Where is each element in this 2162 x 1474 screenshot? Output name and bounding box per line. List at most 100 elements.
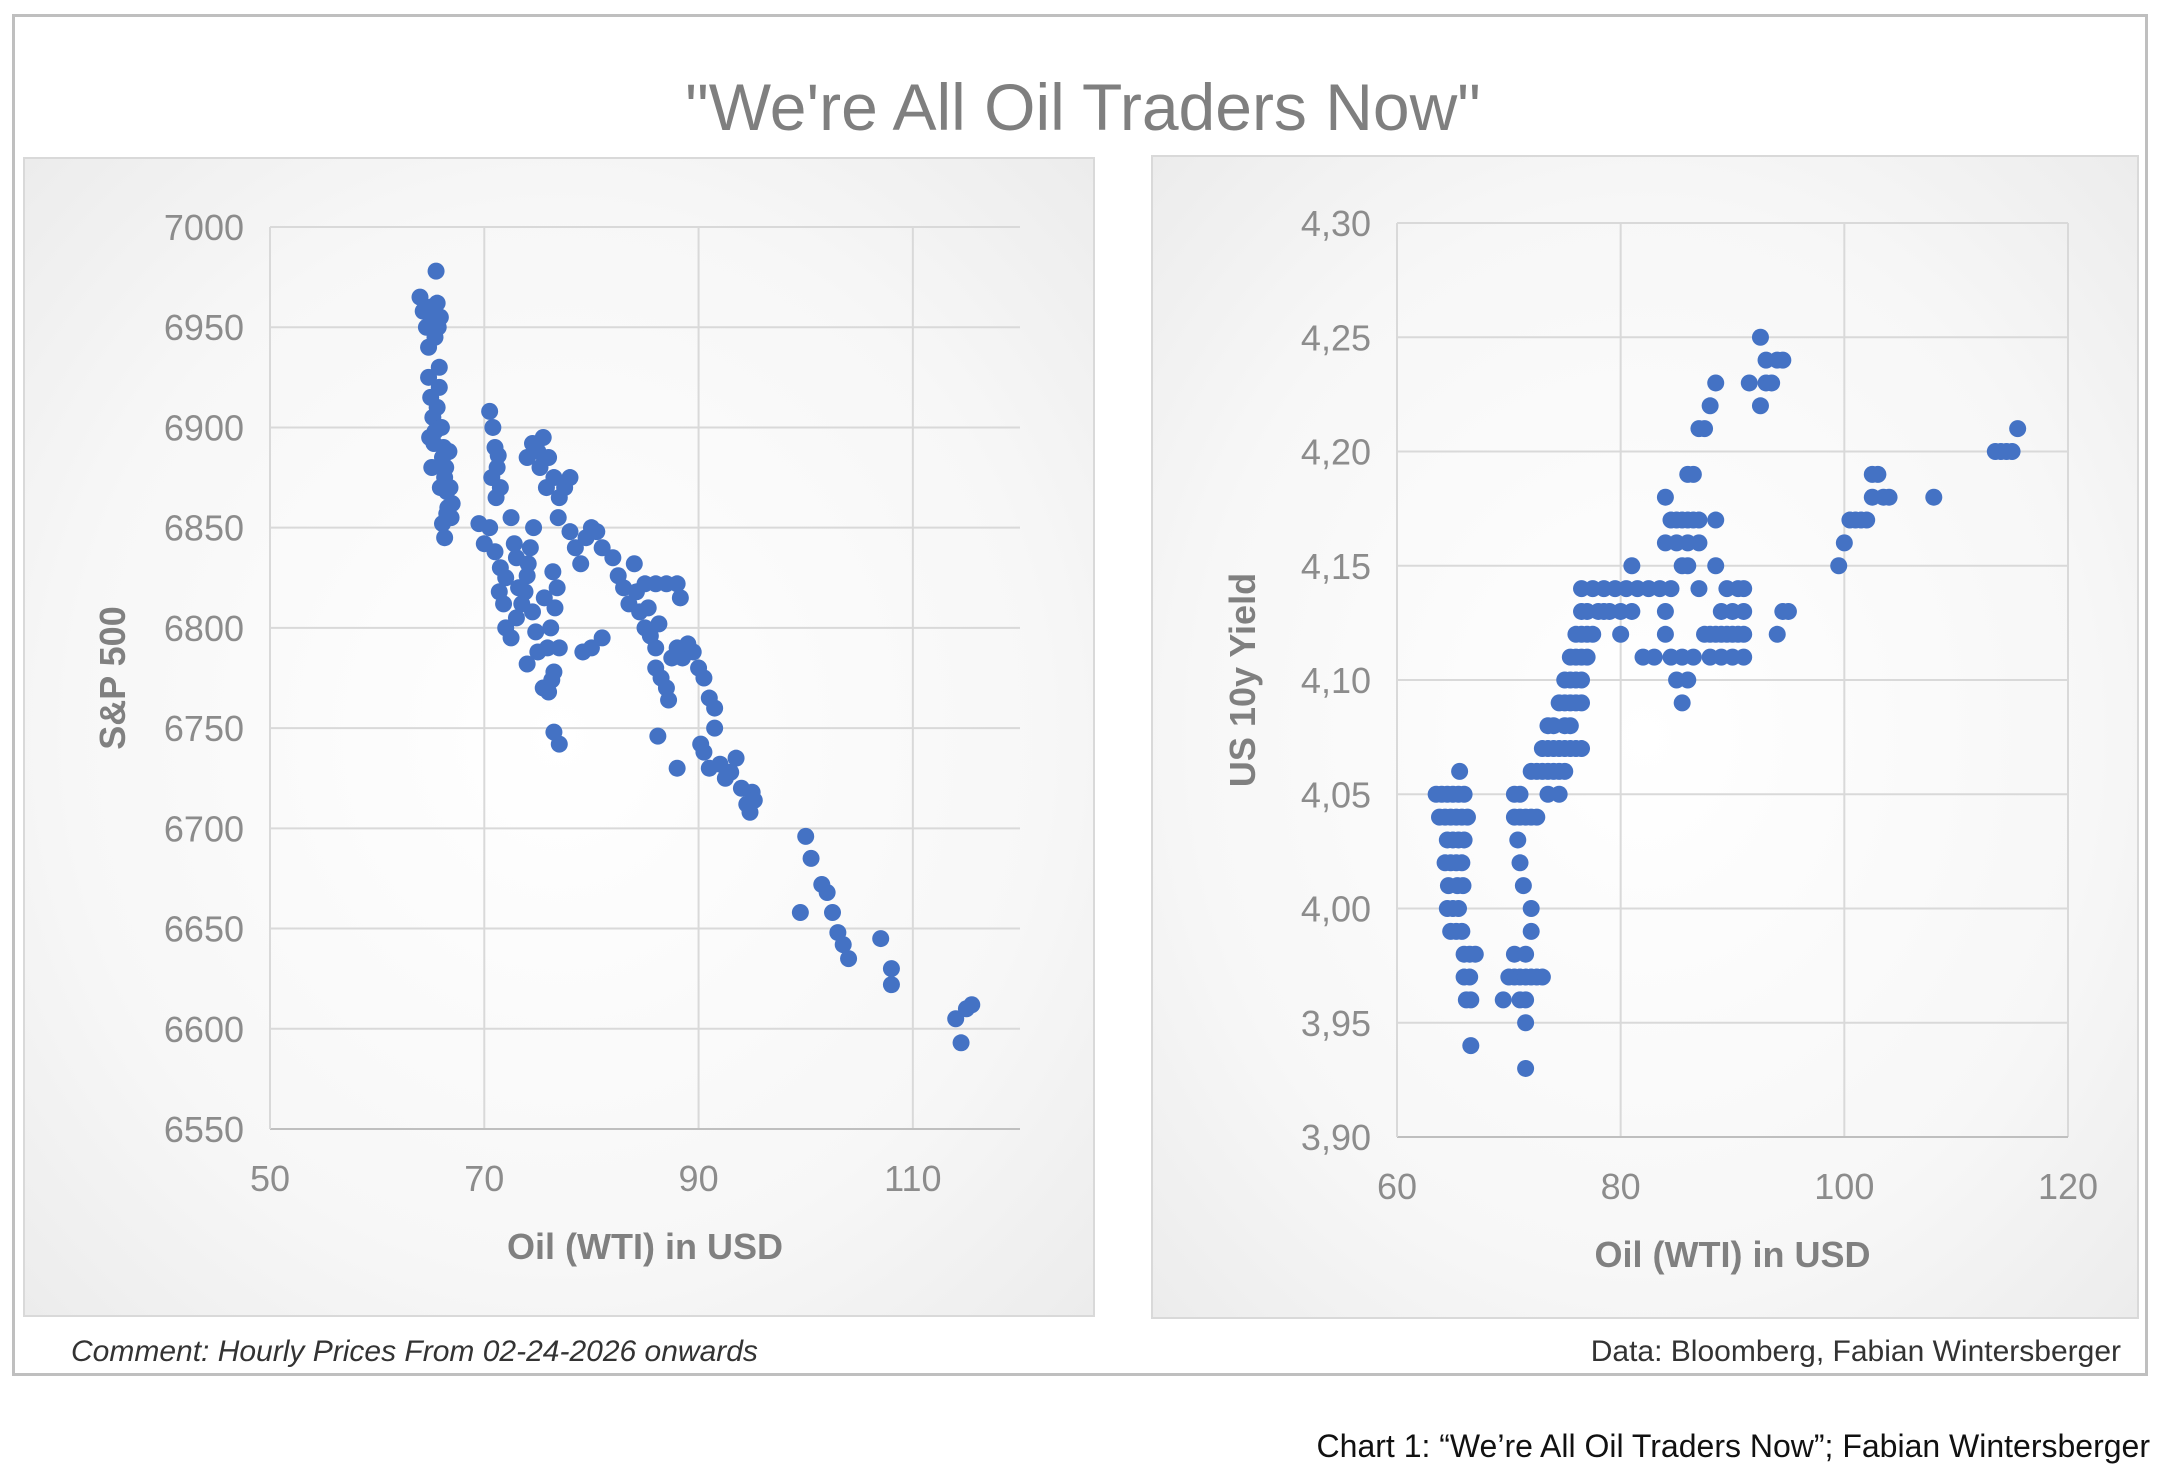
scatter-point: [542, 619, 560, 637]
scatter-point: [1735, 625, 1753, 643]
scatter-point: [882, 976, 900, 994]
scatter-point: [481, 402, 499, 420]
scatter-point: [706, 719, 724, 737]
scatter-point: [1454, 877, 1472, 895]
scatter-point: [1517, 991, 1535, 1009]
scatter-point: [1455, 831, 1473, 849]
scatter-point: [660, 691, 678, 709]
scatter-point: [1880, 488, 1898, 506]
y-tick-label: 6950: [164, 307, 244, 348]
y-tick-label: 6600: [164, 1009, 244, 1050]
scatter-point: [1779, 602, 1797, 620]
x-tick-label: 110: [884, 1158, 941, 1199]
y-tick-label: 3,95: [1301, 1003, 1371, 1044]
scatter-point: [791, 904, 809, 922]
scatter-point: [834, 936, 852, 954]
scatter-point: [1774, 351, 1792, 369]
scatter-point: [1735, 580, 1753, 598]
scatter-point: [486, 543, 504, 561]
y-tick-label: 7000: [164, 207, 244, 248]
scatter-point: [1690, 511, 1708, 529]
scatter-point: [481, 519, 499, 537]
scatter-point: [1645, 648, 1663, 666]
scatter-point: [1550, 785, 1568, 803]
scatter-point: [1662, 580, 1680, 598]
x-axis-title: Oil (WTI) in USD: [1595, 1234, 1871, 1275]
scatter-point: [615, 579, 633, 597]
scatter-point: [824, 904, 841, 922]
scatter-point: [525, 519, 543, 537]
x-axis-title: Oil (WTI) in USD: [507, 1226, 783, 1267]
scatter-point: [1684, 648, 1702, 666]
scatter-point: [548, 579, 566, 597]
scatter-point: [502, 629, 520, 647]
scatter-point: [952, 1034, 970, 1052]
sp500-vs-oil-panel: 6550 6600 6650 6700 6750 6800 6850 6900 6950 7000…: [23, 157, 1095, 1317]
scatter-point: [546, 599, 564, 617]
scatter-point: [1740, 374, 1758, 392]
y-tick-label: 6900: [164, 407, 244, 448]
scatter-point: [1494, 991, 1512, 1009]
scatter-point: [1578, 648, 1596, 666]
scatter-point: [593, 629, 611, 647]
y-tick-label: 4,25: [1301, 317, 1371, 358]
scatter-point: [535, 589, 553, 607]
y-tick-label: 4,15: [1301, 546, 1371, 587]
y-tick-label: 6750: [164, 708, 244, 749]
scatter-point: [1511, 854, 1529, 872]
scatter-point: [1735, 648, 1753, 666]
scatter-point: [593, 539, 611, 557]
scatter-point: [1707, 374, 1725, 392]
scatter-point: [421, 428, 439, 446]
scatter-point: [1696, 420, 1714, 438]
scatter-point: [1830, 557, 1848, 575]
scatter-point: [519, 555, 537, 573]
scatter-point: [505, 535, 523, 553]
y-tick-label: 4,30: [1301, 203, 1371, 244]
scatter-point: [437, 459, 455, 477]
scatter-point: [495, 595, 513, 613]
scatter-point: [531, 459, 549, 477]
scatter-point: [1656, 602, 1674, 620]
scatter-point: [1453, 854, 1471, 872]
scatter-point: [649, 727, 667, 745]
scatter-point: [431, 308, 449, 326]
scatter-point: [1573, 740, 1591, 758]
scatter-point: [516, 583, 534, 601]
scatter-point: [2003, 443, 2021, 460]
scatter-point: [524, 603, 541, 621]
scatter-point: [1673, 694, 1691, 712]
y-tick-label: 4,10: [1301, 660, 1371, 701]
scatter-point: [1573, 671, 1591, 689]
sp500-vs-oil-scatter: 6550 6600 6650 6700 6750 6800 6850 6900 6950 7000…: [92, 207, 1020, 1267]
scatter-point: [572, 555, 590, 573]
x-tick-label: 100: [1814, 1166, 1874, 1207]
scatter-point: [1701, 397, 1719, 415]
scatter-point: [1684, 465, 1702, 483]
scatter-point: [430, 378, 448, 396]
scatter-point: [431, 479, 449, 497]
scatter-point: [502, 509, 520, 527]
chart-title: "We're All Oil Traders Now": [685, 70, 1481, 144]
scatter-point: [840, 950, 858, 968]
scatter-point: [1656, 488, 1674, 506]
x-tick-label: 50: [250, 1158, 290, 1199]
scatter-point: [1584, 625, 1602, 643]
scatter-point: [507, 609, 525, 627]
scatter-point: [639, 599, 657, 617]
y-tick-label: 6850: [164, 508, 244, 549]
scatter-point: [1656, 625, 1674, 643]
scatter-point: [1858, 511, 1876, 529]
scatter-point: [668, 575, 686, 593]
scatter-point: [1751, 328, 1769, 346]
scatter-point: [671, 589, 689, 607]
scatter-point: [872, 930, 890, 948]
scatter-point: [882, 960, 900, 978]
scatter-point: [2009, 420, 2027, 438]
scatter-point: [561, 469, 579, 487]
scatter-point: [647, 639, 665, 657]
scatter-point: [428, 294, 446, 312]
scatter-point: [1533, 968, 1551, 986]
scatter-point: [521, 539, 539, 557]
scatter-point: [1707, 511, 1725, 529]
